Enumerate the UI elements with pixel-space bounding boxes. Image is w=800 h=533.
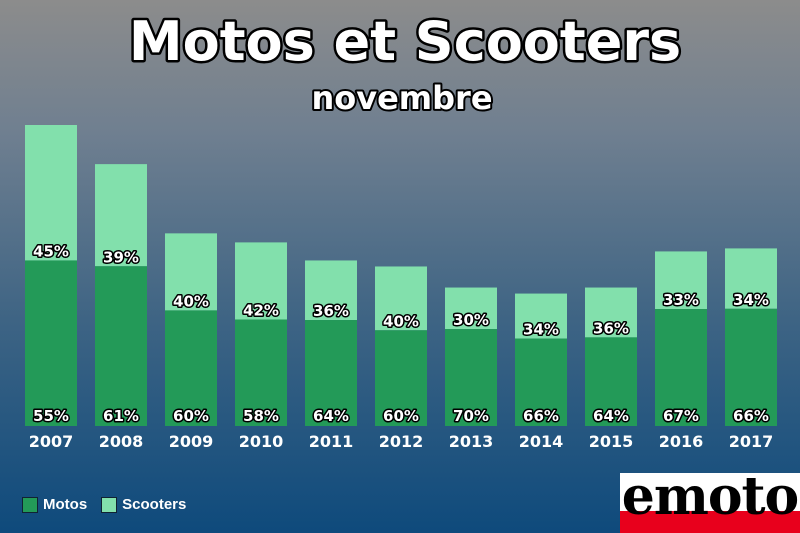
label-scooters-2015: 36% xyxy=(593,319,629,337)
label-motos-2010: 58% xyxy=(243,407,279,425)
label-motos-2008: 61% xyxy=(103,407,139,425)
x-tick-2016: 2016 xyxy=(659,432,704,451)
bar-scooters-2015 xyxy=(585,287,637,338)
x-tick-2010: 2010 xyxy=(239,432,284,451)
x-tick-2014: 2014 xyxy=(519,432,564,451)
bar-scooters-2013 xyxy=(445,287,497,330)
x-tick-2007: 2007 xyxy=(29,432,74,451)
x-tick-2012: 2012 xyxy=(379,432,424,451)
logo-white-band xyxy=(620,473,800,511)
bar-scooters-2008 xyxy=(95,164,147,267)
label-scooters-2011: 36% xyxy=(313,302,349,320)
legend: Motos Scooters xyxy=(22,496,200,513)
x-tick-2008: 2008 xyxy=(99,432,144,451)
label-scooters-2010: 42% xyxy=(243,302,279,320)
label-motos-2014: 66% xyxy=(523,407,559,425)
x-tick-2017: 2017 xyxy=(729,432,774,451)
emoto-logo: emoto xyxy=(620,473,800,533)
chart-subtitle: novembre xyxy=(311,79,492,117)
bar-scooters-2009 xyxy=(165,233,217,311)
bars-group xyxy=(25,125,777,426)
bar-motos-2007 xyxy=(25,260,77,426)
label-scooters-2012: 40% xyxy=(383,312,419,330)
bar-scooters-2017 xyxy=(725,248,777,309)
bar-scooters-2012 xyxy=(375,266,427,331)
label-motos-2007: 55% xyxy=(33,407,69,425)
label-motos-2011: 64% xyxy=(313,407,349,425)
x-tick-2015: 2015 xyxy=(589,432,634,451)
label-motos-2016: 67% xyxy=(663,407,699,425)
label-scooters-2008: 39% xyxy=(103,248,139,266)
bar-motos-2009 xyxy=(165,310,217,426)
labels-group: 45% 55% 2007 39% 61% 2008 40% 60% 2009 42% 58% 2010… xyxy=(29,241,774,451)
label-motos-2017: 66% xyxy=(733,407,769,425)
label-motos-2012: 60% xyxy=(383,407,419,425)
bar-scooters-2014 xyxy=(515,293,567,339)
bar-scooters-2007 xyxy=(25,125,77,261)
legend-swatch-scooters xyxy=(101,496,118,513)
label-scooters-2013: 30% xyxy=(453,311,489,329)
x-tick-2009: 2009 xyxy=(169,432,214,451)
label-scooters-2014: 34% xyxy=(523,321,559,339)
label-motos-2013: 70% xyxy=(453,407,489,425)
legend-label-motos: Motos xyxy=(43,496,88,513)
chart-title: Motos et Scooters xyxy=(129,10,681,73)
bar-motos-2015 xyxy=(585,337,637,426)
legend-label-scooters: Scooters xyxy=(122,496,187,513)
bar-motos-2016 xyxy=(655,309,707,426)
label-scooters-2016: 33% xyxy=(663,291,699,309)
bar-motos-2008 xyxy=(95,266,147,426)
bar-motos-2013 xyxy=(445,329,497,426)
bar-scooters-2011 xyxy=(305,260,357,321)
legend-item-scooters: Scooters xyxy=(101,496,186,513)
bar-motos-2010 xyxy=(235,319,287,426)
legend-item-motos: Motos xyxy=(22,496,87,513)
bar-scooters-2010 xyxy=(235,242,287,320)
label-scooters-2009: 40% xyxy=(173,292,209,310)
label-motos-2009: 60% xyxy=(173,407,209,425)
label-motos-2015: 64% xyxy=(593,407,629,425)
legend-swatch-motos xyxy=(22,496,38,513)
bar-motos-2012 xyxy=(375,330,427,426)
logo-text: emoto xyxy=(621,473,800,527)
label-scooters-2017: 34% xyxy=(733,291,769,309)
bar-scooters-2016 xyxy=(655,251,707,310)
bar-motos-2017 xyxy=(725,308,777,426)
x-tick-2013: 2013 xyxy=(449,432,494,451)
x-tick-2011: 2011 xyxy=(309,432,354,451)
bar-motos-2011 xyxy=(305,320,357,426)
label-scooters-2007: 45% xyxy=(33,242,69,260)
bar-motos-2014 xyxy=(515,338,567,426)
